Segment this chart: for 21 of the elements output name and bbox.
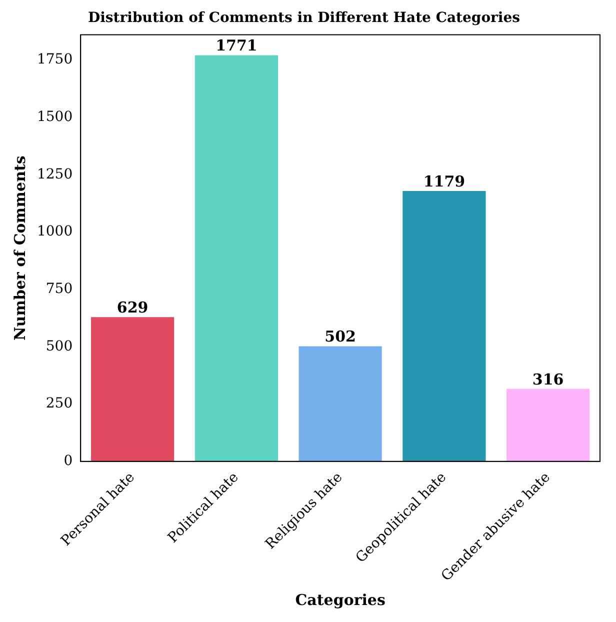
bar	[402, 190, 486, 462]
y-tick-label: 500	[46, 338, 73, 354]
bar	[506, 388, 590, 462]
y-tick-label: 1500	[36, 108, 73, 125]
data-label: 629	[116, 298, 148, 316]
y-axis-title: Number of Comments	[10, 156, 29, 340]
y-tick-label: 0	[64, 452, 73, 469]
y-tick-label: 1250	[36, 166, 73, 182]
x-axis-title: Categories	[295, 590, 386, 609]
data-label: 316	[532, 370, 564, 388]
chart-title: Distribution of Comments in Different Hate Categories	[88, 10, 520, 26]
data-label: 1771	[216, 36, 258, 55]
bar	[91, 317, 174, 462]
data-label: 1179	[423, 172, 466, 190]
bar	[194, 55, 278, 462]
y-tick-label: 1000	[36, 224, 73, 240]
y-tick-label: 750	[46, 280, 73, 297]
y-tick-label: 1750	[36, 52, 73, 68]
y-tick-label: 250	[46, 396, 73, 412]
data-label: 502	[324, 328, 356, 346]
bar	[298, 346, 382, 462]
